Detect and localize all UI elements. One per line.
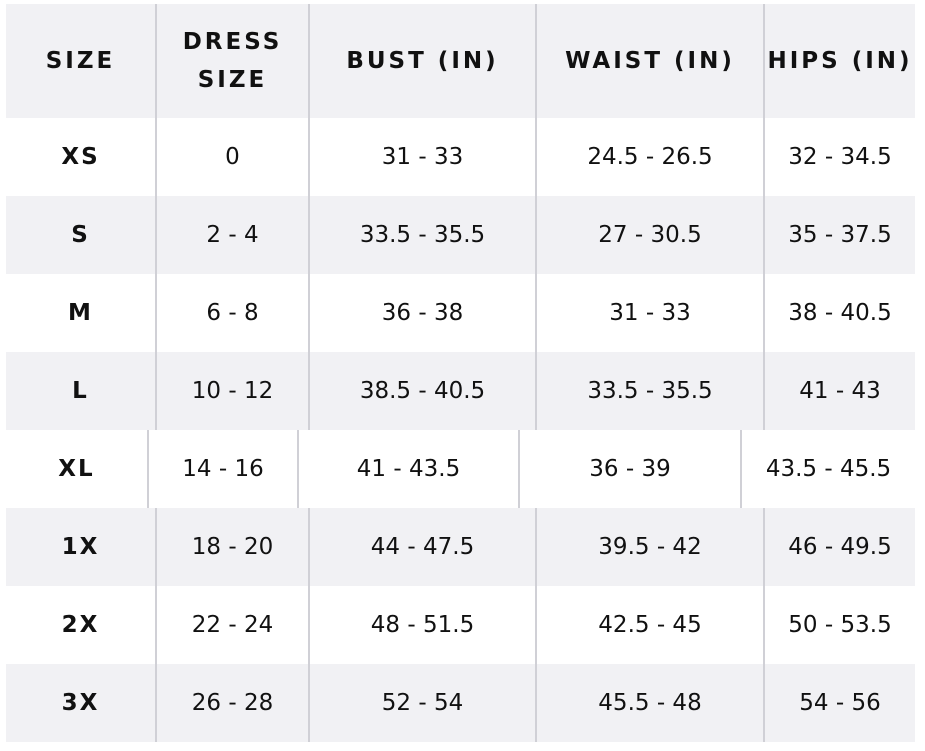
measure-cell: 41 - 43 (763, 352, 915, 430)
table-row: 3X 26 - 28 52 - 54 45.5 - 48 54 - 56 (6, 664, 915, 742)
size-cell: L (72, 378, 89, 404)
measure-cell: 32 - 34.5 (763, 118, 915, 196)
measure-cell: 45.5 - 48 (535, 664, 763, 742)
table-row: 2X 22 - 24 48 - 51.5 42.5 - 45 50 - 53.5 (6, 586, 915, 664)
measure-cell: 54 - 56 (763, 664, 915, 742)
measure-cell: 6 - 8 (155, 274, 308, 352)
size-cell: M (68, 300, 93, 326)
size-cell: 3X (61, 690, 100, 716)
table-row: XS 0 31 - 33 24.5 - 26.5 32 - 34.5 (6, 118, 915, 196)
measure-cell: 48 - 51.5 (308, 586, 535, 664)
header-text: DRESS SIZE (182, 29, 283, 93)
table-row: XL 14 - 16 41 - 43.5 36 - 39 43.5 - 45.5 (6, 430, 915, 508)
size-cell: 2X (61, 612, 100, 638)
measure-cell: 33.5 - 35.5 (535, 352, 763, 430)
header-text: BUST (IN) (346, 48, 499, 74)
measure-cell: 0 (155, 118, 308, 196)
header-cell: SIZE (6, 4, 155, 118)
size-cell: S (71, 222, 90, 248)
measure-cell: 14 - 16 (147, 430, 297, 508)
measure-cell: 41 - 43.5 (297, 430, 518, 508)
measure-cell: 35 - 37.5 (763, 196, 915, 274)
header-text: WAIST (IN) (565, 48, 735, 74)
measure-cell: 24.5 - 26.5 (535, 118, 763, 196)
measure-cell: 31 - 33 (308, 118, 535, 196)
header-row: SIZE DRESS SIZE BUST (IN) WAIST (IN) HIPS (I… (6, 4, 915, 118)
size-cell: XS (61, 144, 100, 170)
measure-cell: 42.5 - 45 (535, 586, 763, 664)
header-text: SIZE (45, 48, 116, 74)
measure-cell: 10 - 12 (155, 352, 308, 430)
measure-cell: 43.5 - 45.5 (740, 430, 915, 508)
measure-cell: 39.5 - 42 (535, 508, 763, 586)
measure-cell: 26 - 28 (155, 664, 308, 742)
measure-cell: 50 - 53.5 (763, 586, 915, 664)
measure-cell: 38 - 40.5 (763, 274, 915, 352)
table-row: L 10 - 12 38.5 - 40.5 33.5 - 35.5 41 - 43 (6, 352, 915, 430)
measure-cell: 36 - 39 (518, 430, 740, 508)
measure-cell: 31 - 33 (535, 274, 763, 352)
size-cell: 1X (61, 534, 100, 560)
table-row: M 6 - 8 36 - 38 31 - 33 38 - 40.5 (6, 274, 915, 352)
measure-cell: 36 - 38 (308, 274, 535, 352)
measure-cell: 2 - 4 (155, 196, 308, 274)
measure-cell: 44 - 47.5 (308, 508, 535, 586)
measure-cell: 18 - 20 (155, 508, 308, 586)
header-cell: BUST (IN) (308, 4, 535, 118)
header-cell: HIPS (IN) (763, 4, 915, 118)
measure-cell: 38.5 - 40.5 (308, 352, 535, 430)
measure-cell: 27 - 30.5 (535, 196, 763, 274)
header-cell: DRESS SIZE (155, 4, 308, 118)
measure-cell: 52 - 54 (308, 664, 535, 742)
measure-cell: 22 - 24 (155, 586, 308, 664)
table-row: S 2 - 4 33.5 - 35.5 27 - 30.5 35 - 37.5 (6, 196, 915, 274)
measure-cell: 33.5 - 35.5 (308, 196, 535, 274)
table-row: 1X 18 - 20 44 - 47.5 39.5 - 42 46 - 49.5 (6, 508, 915, 586)
header-cell: WAIST (IN) (535, 4, 763, 118)
size-cell: XL (58, 456, 95, 482)
measure-cell: 46 - 49.5 (763, 508, 915, 586)
header-text: HIPS (IN) (767, 48, 913, 74)
